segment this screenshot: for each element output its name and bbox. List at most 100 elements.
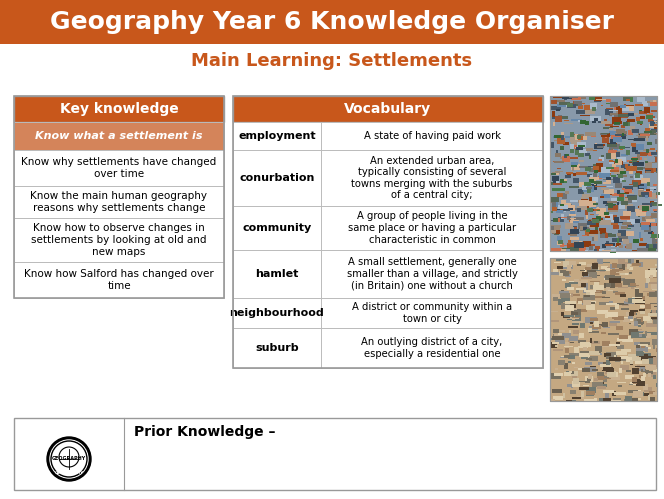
Bar [634,342,641,345]
Bar [570,132,574,137]
Bar [649,121,655,126]
Bar [651,116,655,120]
Bar [565,282,571,288]
Bar [584,166,595,167]
Bar [600,364,611,367]
Bar [550,226,554,230]
Bar [609,160,613,164]
Bar [595,183,598,185]
Bar [591,223,596,226]
Bar [638,329,642,330]
Bar [635,354,639,356]
Bar [584,153,590,156]
Bar [568,157,578,159]
Bar [618,338,629,340]
Bar [610,264,615,269]
Bar [608,332,619,335]
Bar [558,115,562,120]
Bar [645,115,653,119]
Bar [653,210,657,212]
Bar [614,315,623,320]
Bar [636,316,641,318]
Bar [601,133,609,135]
Bar [605,233,608,238]
Bar [610,126,620,127]
Bar [629,312,634,316]
Bar [589,301,596,303]
Bar [641,192,649,197]
Bar [562,274,570,276]
Bar [656,192,660,195]
Bar [601,399,603,401]
Bar [615,151,620,156]
Bar [557,196,561,198]
Bar [608,204,614,208]
Bar [578,120,584,122]
Bar [606,368,614,372]
Bar [643,369,649,372]
Bar [647,155,649,156]
Bar [601,170,611,174]
Bar [586,111,590,113]
Bar [605,345,607,346]
Bar [638,191,643,196]
Bar [587,303,591,309]
Bar [601,188,608,190]
Bar [552,183,562,185]
Bar [596,219,601,222]
Bar [562,279,566,281]
Bar [560,297,570,302]
Bar [554,334,564,337]
Bar [633,129,639,133]
Bar [655,235,657,239]
Bar [629,161,636,162]
Bar [594,246,600,251]
Bar [616,222,623,223]
Bar [554,140,563,141]
Bar [580,351,590,354]
Bar [584,274,589,278]
Bar [600,398,608,401]
Bar [646,149,649,153]
Bar [623,190,632,192]
Bar [554,232,559,235]
Bar [590,177,599,180]
Bar [595,143,597,144]
Bar [586,387,596,393]
Bar [606,268,610,271]
Bar [628,315,633,319]
Bar [633,382,637,384]
Bar [604,353,612,357]
Bar [604,366,610,370]
Bar [616,178,619,184]
Bar [557,168,561,169]
Bar [655,168,657,171]
Bar [621,202,628,205]
Bar [562,271,569,276]
Bar [626,99,631,101]
Bar [583,137,586,140]
Bar [609,128,614,130]
Bar [620,178,624,182]
Bar [550,272,558,275]
Bar [625,147,630,148]
Bar [564,203,570,206]
Bar [654,205,662,206]
Bar [566,371,577,375]
Bar [573,173,576,176]
Bar [583,295,595,300]
Text: hamlet: hamlet [256,269,299,279]
Bar [592,382,604,387]
Bar [615,183,622,188]
Bar [572,381,580,387]
Bar [631,143,636,146]
Bar [630,176,633,178]
Bar [625,198,629,203]
Bar [609,220,619,221]
Bar [647,152,652,156]
Bar [561,217,568,218]
Bar [649,276,657,278]
Bar [582,185,587,190]
Bar [614,392,626,395]
Bar [591,265,598,270]
